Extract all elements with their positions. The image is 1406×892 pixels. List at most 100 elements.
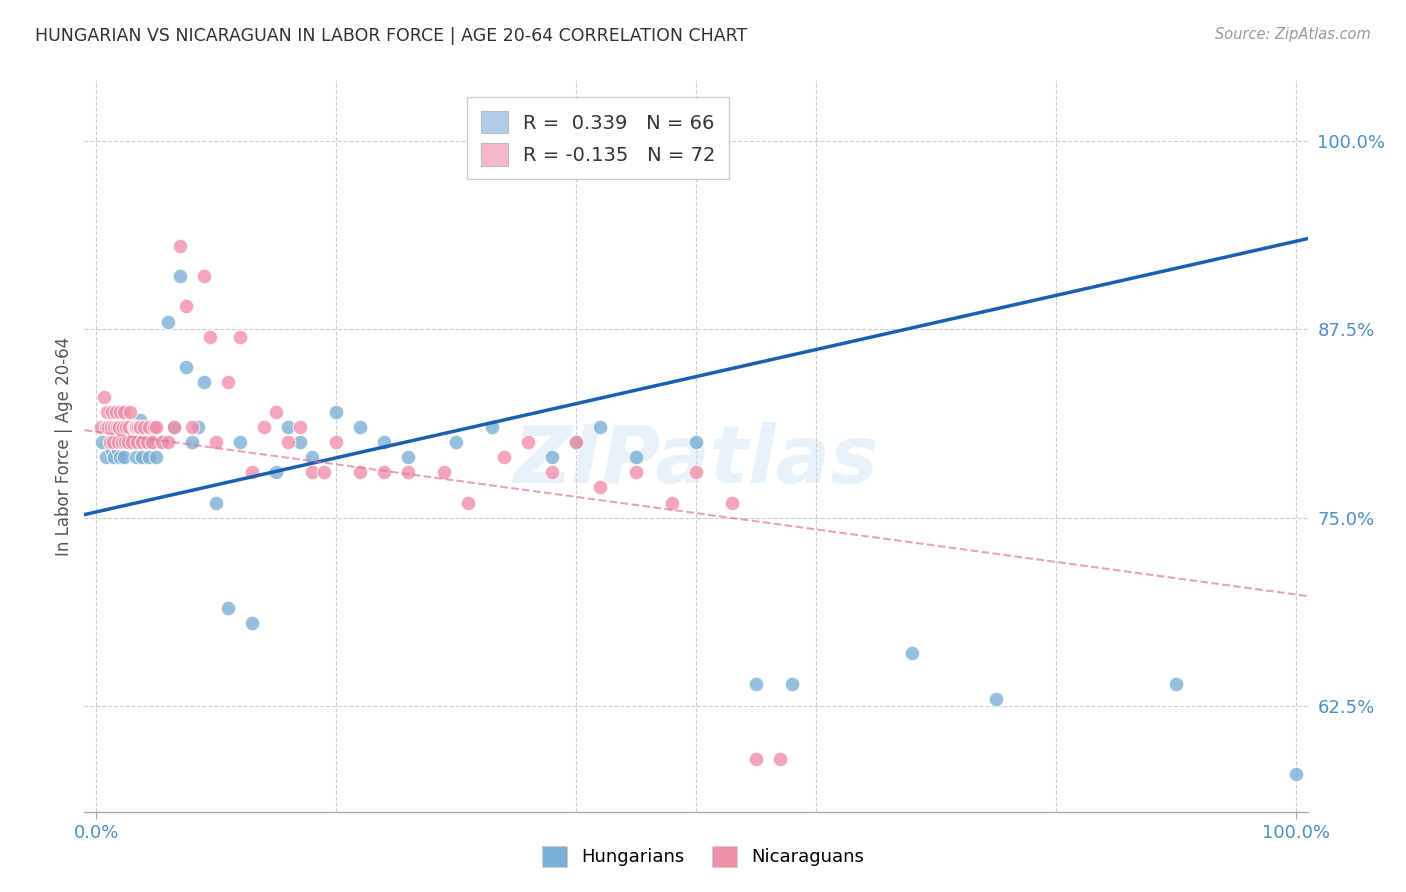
Point xyxy=(240,466,263,480)
Point xyxy=(685,466,707,480)
Point xyxy=(97,420,120,434)
Point xyxy=(193,269,215,284)
Point xyxy=(122,435,145,450)
Point xyxy=(100,435,122,450)
Point xyxy=(229,329,252,343)
Point xyxy=(124,420,146,434)
Point xyxy=(105,420,128,434)
Point xyxy=(111,420,134,434)
Point xyxy=(128,412,150,426)
Point xyxy=(187,420,209,434)
Point xyxy=(101,435,124,450)
Point xyxy=(134,420,156,434)
Point xyxy=(181,435,204,450)
Point xyxy=(91,435,114,450)
Point xyxy=(325,435,347,450)
Point xyxy=(122,420,145,434)
Point xyxy=(145,420,167,434)
Point xyxy=(565,435,588,450)
Point xyxy=(118,420,141,434)
Point xyxy=(125,450,148,465)
Point xyxy=(110,405,132,419)
Point xyxy=(205,495,228,509)
Point xyxy=(277,435,299,450)
Point xyxy=(517,435,540,450)
Point xyxy=(301,450,323,465)
Point xyxy=(104,435,127,450)
Point xyxy=(108,420,131,434)
Point xyxy=(217,375,239,389)
Point xyxy=(373,435,395,450)
Point xyxy=(290,435,312,450)
Point xyxy=(104,405,127,419)
Point xyxy=(101,405,124,419)
Point xyxy=(138,450,160,465)
Point xyxy=(142,420,165,434)
Point xyxy=(111,435,134,450)
Point xyxy=(589,420,612,434)
Point xyxy=(111,420,134,434)
Point xyxy=(721,495,744,509)
Point xyxy=(264,405,287,419)
Point xyxy=(589,480,612,494)
Point xyxy=(131,450,153,465)
Point xyxy=(277,420,299,434)
Point xyxy=(118,435,141,450)
Point xyxy=(481,420,503,434)
Point xyxy=(141,435,163,450)
Point xyxy=(745,676,768,690)
Point xyxy=(769,752,792,766)
Point xyxy=(125,420,148,434)
Text: HUNGARIAN VS NICARAGUAN IN LABOR FORCE | AGE 20-64 CORRELATION CHART: HUNGARIAN VS NICARAGUAN IN LABOR FORCE |… xyxy=(35,27,748,45)
Point xyxy=(169,239,191,253)
Point xyxy=(301,466,323,480)
Point xyxy=(127,420,149,434)
Point xyxy=(624,466,647,480)
Point xyxy=(124,420,146,434)
Point xyxy=(745,752,768,766)
Point xyxy=(163,420,186,434)
Point xyxy=(97,420,120,434)
Point xyxy=(121,435,143,450)
Point xyxy=(101,442,124,457)
Point xyxy=(444,435,467,450)
Point xyxy=(98,435,121,450)
Point xyxy=(114,435,136,450)
Point xyxy=(325,405,347,419)
Point xyxy=(217,601,239,615)
Point xyxy=(1164,676,1187,690)
Point xyxy=(134,420,156,434)
Y-axis label: In Labor Force | Age 20-64: In Labor Force | Age 20-64 xyxy=(55,336,73,556)
Point xyxy=(115,420,138,434)
Point xyxy=(157,315,180,329)
Point xyxy=(145,450,167,465)
Point xyxy=(121,420,143,434)
Point xyxy=(240,616,263,631)
Point xyxy=(193,375,215,389)
Point xyxy=(901,646,924,660)
Point xyxy=(118,405,141,419)
Point xyxy=(141,435,163,450)
Point xyxy=(205,435,228,450)
Point xyxy=(131,435,153,450)
Point xyxy=(117,435,139,450)
Point xyxy=(117,435,139,450)
Point xyxy=(138,420,160,434)
Point xyxy=(127,435,149,450)
Point xyxy=(100,420,122,434)
Point xyxy=(110,435,132,450)
Point xyxy=(396,450,419,465)
Point xyxy=(1284,767,1306,781)
Point xyxy=(163,420,186,434)
Point xyxy=(105,427,128,442)
Point xyxy=(90,420,112,434)
Point xyxy=(457,495,479,509)
Point xyxy=(150,435,173,450)
Point xyxy=(494,450,516,465)
Point xyxy=(107,435,129,450)
Point xyxy=(541,466,564,480)
Point xyxy=(541,450,564,465)
Point xyxy=(780,676,803,690)
Point xyxy=(135,435,157,450)
Point xyxy=(110,435,132,450)
